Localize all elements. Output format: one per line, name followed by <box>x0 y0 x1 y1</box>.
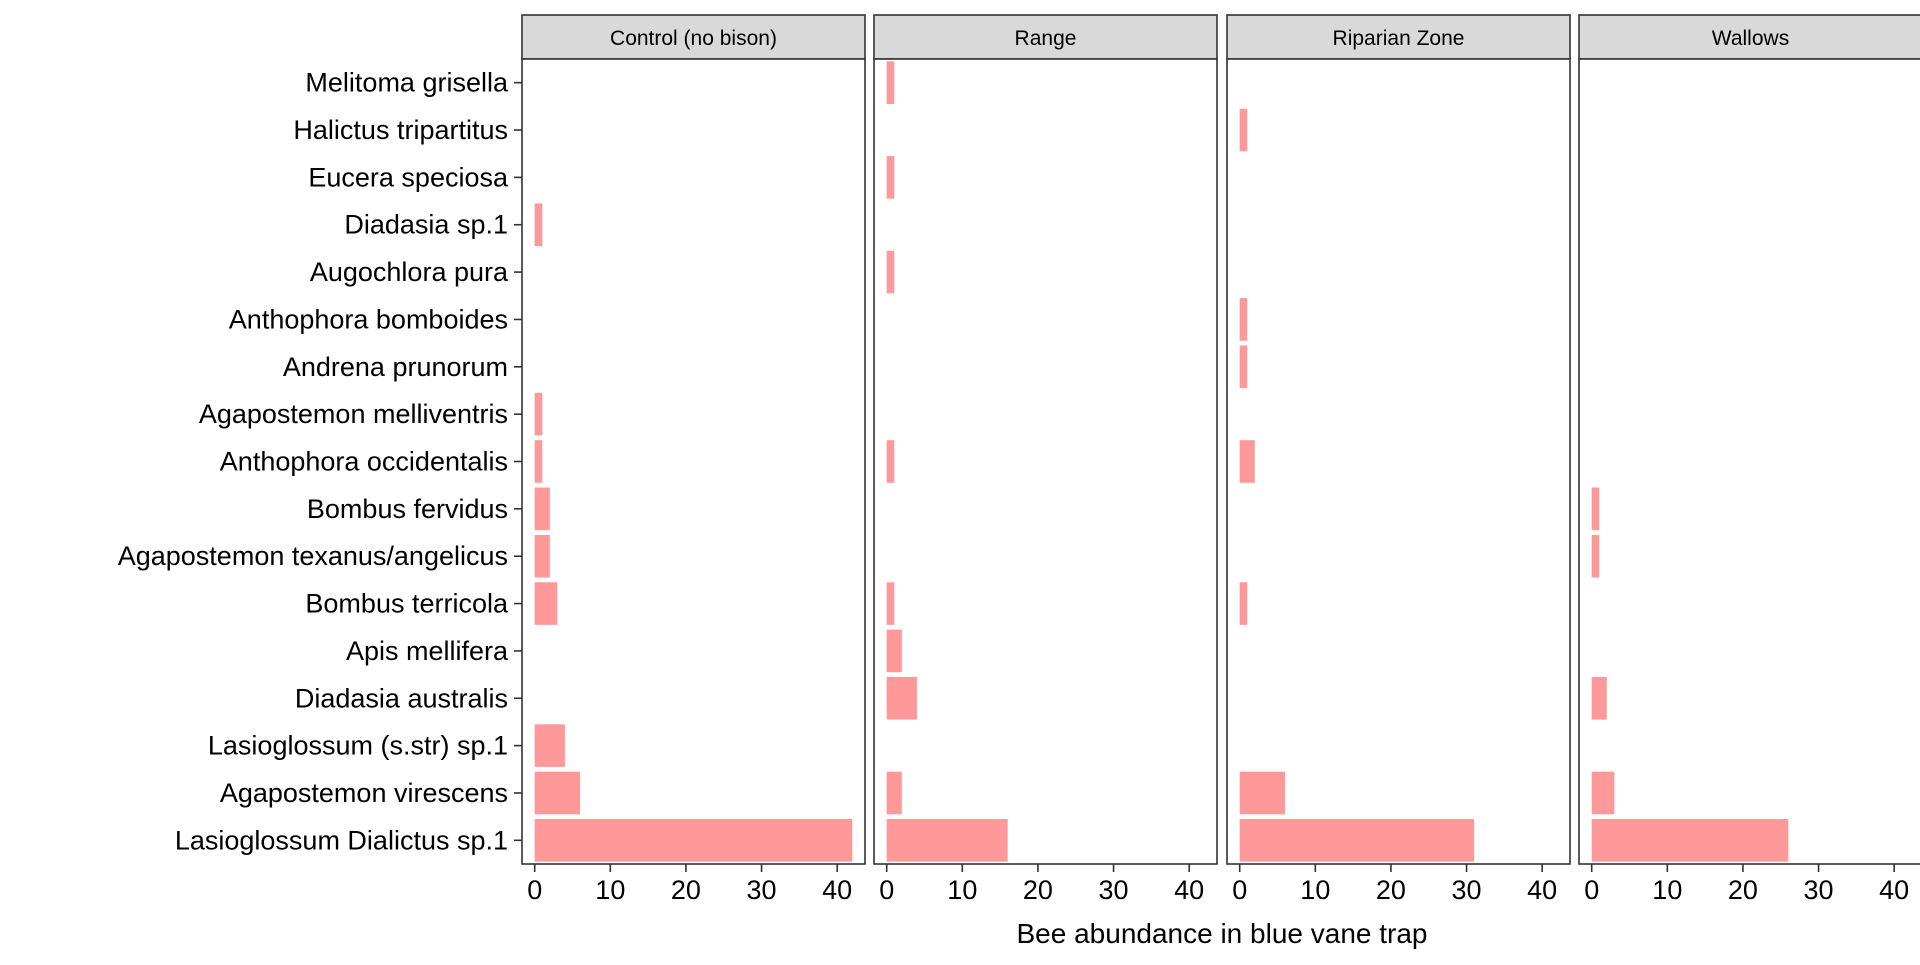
facet-strip <box>521 14 866 60</box>
x-tick-label: 30 <box>747 875 777 905</box>
panel-background <box>522 59 865 864</box>
bar <box>534 724 565 767</box>
bar <box>1591 819 1789 862</box>
bar <box>534 203 543 247</box>
x-tick-label: 40 <box>1879 875 1909 905</box>
species-label: Bombus terricola <box>305 589 509 619</box>
panel-border <box>521 58 866 865</box>
bar <box>1591 676 1607 720</box>
bar <box>534 440 543 483</box>
x-axis-title: Bee abundance in blue vane trap <box>1017 918 1428 949</box>
panel-background <box>1579 59 1920 864</box>
bar <box>1239 345 1248 389</box>
species-label: Diadasia australis <box>295 683 508 713</box>
x-tick-label: 10 <box>1652 875 1682 905</box>
species-label: Lasioglossum (s.str) sp.1 <box>208 731 508 761</box>
bar <box>534 771 581 815</box>
bar <box>1591 771 1615 815</box>
species-label: Agapostemon melliventris <box>199 399 508 429</box>
x-tick-label: 30 <box>1804 875 1834 905</box>
species-label: Agapostemon virescens <box>220 778 508 808</box>
facet-strip-label: Control (no bison) <box>610 27 777 50</box>
x-tick-label: 40 <box>822 875 852 905</box>
bar <box>886 156 895 199</box>
facet-strip <box>1578 14 1920 60</box>
species-label: Melitoma grisella <box>305 68 509 98</box>
x-tick-label: 10 <box>595 875 625 905</box>
x-tick-label: 40 <box>1174 875 1204 905</box>
species-label: Eucera speciosa <box>308 162 509 192</box>
x-tick-label: 30 <box>1452 875 1482 905</box>
x-tick-label: 0 <box>527 875 542 905</box>
bar <box>1591 534 1600 578</box>
facet-strip <box>1226 14 1571 60</box>
bar <box>534 819 853 862</box>
x-tick-label: 10 <box>1300 875 1330 905</box>
bar <box>1239 298 1248 341</box>
bar <box>1239 819 1475 862</box>
panel-background <box>1227 59 1570 864</box>
species-label: Halictus tripartitus <box>293 115 508 145</box>
bar <box>886 582 895 625</box>
panel-border <box>1578 58 1920 865</box>
x-tick-label: 20 <box>1023 875 1053 905</box>
bar <box>886 250 895 294</box>
bar <box>1239 771 1286 815</box>
bar <box>534 582 558 625</box>
species-label: Augochlora pura <box>310 257 509 287</box>
bar <box>534 487 550 531</box>
facet-strip <box>873 14 1218 60</box>
bar <box>534 534 550 578</box>
x-tick-label: 0 <box>1232 875 1247 905</box>
x-tick-label: 30 <box>1099 875 1129 905</box>
facet-strip-label: Range <box>1015 27 1077 50</box>
panel-background <box>874 59 1217 864</box>
species-label: Agapostemon texanus/angelicus <box>118 541 508 571</box>
panel-border <box>873 58 1218 865</box>
x-tick-label: 10 <box>947 875 977 905</box>
species-label: Diadasia sp.1 <box>344 210 508 240</box>
bar <box>534 392 543 436</box>
bar <box>1239 582 1248 625</box>
bar <box>886 61 895 104</box>
bar <box>886 819 1008 862</box>
facet-strip-label: Wallows <box>1712 27 1789 50</box>
bar <box>886 440 895 483</box>
species-label: Lasioglossum Dialictus sp.1 <box>175 825 508 855</box>
species-label: Andrena prunorum <box>283 352 508 382</box>
x-tick-label: 0 <box>879 875 894 905</box>
species-label: Anthophora occidentalis <box>220 447 508 477</box>
bar <box>886 629 902 673</box>
x-tick-label: 20 <box>671 875 701 905</box>
species-label: Bombus fervidus <box>307 494 508 524</box>
species-label: Apis mellifera <box>346 636 509 666</box>
bar <box>886 771 902 815</box>
x-tick-label: 20 <box>1376 875 1406 905</box>
bar <box>1239 108 1248 152</box>
bar <box>886 676 917 720</box>
x-tick-label: 40 <box>1527 875 1557 905</box>
panel-border <box>1226 58 1571 865</box>
species-label: Anthophora bomboides <box>229 304 508 334</box>
x-tick-label: 0 <box>1584 875 1599 905</box>
bar <box>1591 487 1600 531</box>
x-tick-label: 20 <box>1728 875 1758 905</box>
facet-strip-label: Riparian Zone <box>1333 27 1465 50</box>
bar <box>1239 440 1255 483</box>
